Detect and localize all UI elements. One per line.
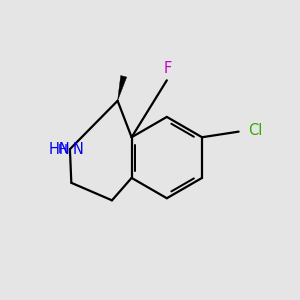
Text: HN: HN <box>48 142 70 157</box>
Text: Cl: Cl <box>248 123 263 138</box>
Text: N: N <box>72 142 83 157</box>
Text: H: H <box>58 143 68 156</box>
Polygon shape <box>118 76 127 101</box>
Text: F: F <box>164 61 172 76</box>
